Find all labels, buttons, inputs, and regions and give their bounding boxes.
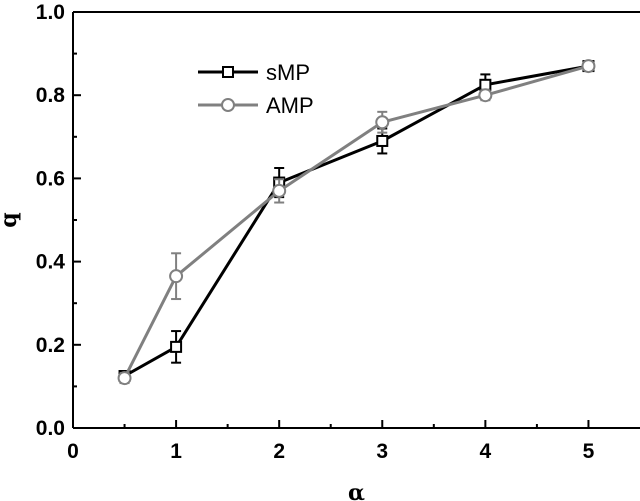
legend-item-amp: AMP [198,93,314,118]
x-axis-label: α [348,480,365,501]
y-tick-label: 0.8 [36,84,66,107]
legend-label: AMP [266,93,314,118]
x-tick-label: 2 [273,440,285,463]
data-point [272,183,287,198]
data-point [117,371,132,386]
y-tick-label: 0.4 [36,251,66,274]
y-tick-label: 1.0 [36,1,65,24]
data-point [169,269,184,284]
x-tick-label: 5 [583,440,595,463]
series-line [123,64,589,379]
y-axis-label: q [0,212,22,227]
ticks: 0 1 2 3 4 5 0.0 0.2 0.4 0.6 0.8 1.0 [36,1,595,463]
data-point [581,59,596,74]
legend: sMP AMP [198,60,314,118]
series-smp [118,60,595,382]
data-point [478,88,493,103]
data-point [375,115,390,130]
y-tick-label: 0.6 [36,167,65,190]
data-point [170,340,183,353]
x-tick-label: 1 [170,440,182,463]
data-series [117,59,596,386]
x-tick-label: 3 [376,440,388,463]
series-amp [117,59,596,386]
legend-item-smp: sMP [198,60,310,85]
y-tick-label: 0.2 [36,334,65,357]
data-point [222,66,234,78]
data-point [221,98,235,112]
legend-label: sMP [266,60,310,85]
x-tick-label: 4 [480,440,492,463]
y-tick-label: 0.0 [36,417,65,440]
data-point [376,134,389,147]
series-line [123,64,589,378]
x-tick-label: 0 [67,440,79,463]
